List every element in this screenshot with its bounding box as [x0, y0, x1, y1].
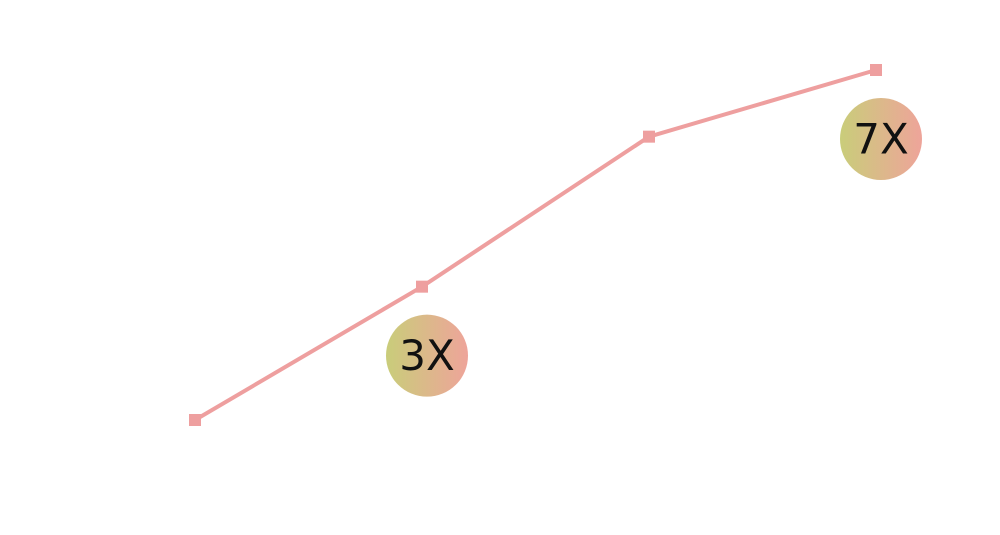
- annotation-label: 7X: [853, 115, 909, 164]
- data-point-marker-2: [416, 280, 428, 293]
- annotation-layer: 3X 7X: [386, 98, 922, 397]
- data-point-marker-3: [643, 130, 655, 143]
- annotation-badge-circle: [840, 98, 922, 180]
- series-line-layer: [193, 68, 877, 422]
- marker-layer: [189, 64, 882, 426]
- annotation-label: 3X: [399, 331, 455, 380]
- data-point-marker-4: [870, 64, 882, 76]
- annotation-badge-circle: [386, 314, 468, 397]
- data-point-marker-1: [189, 414, 201, 426]
- series-line: [193, 68, 877, 422]
- annotation-badge-1: 3X: [386, 314, 468, 397]
- annotation-badge-2: 7X: [840, 98, 922, 180]
